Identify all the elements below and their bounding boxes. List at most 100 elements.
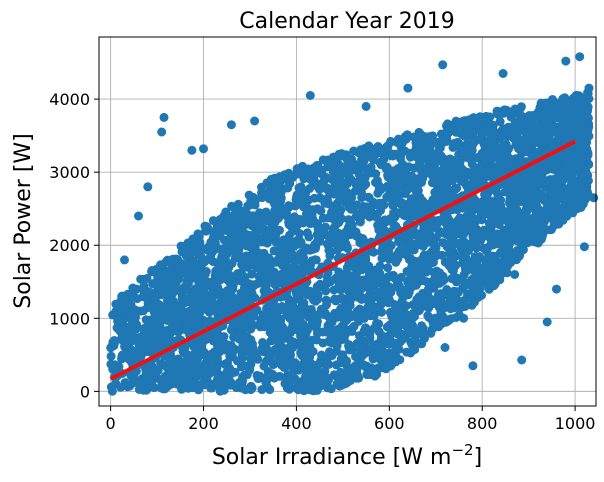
scatter-point: [354, 331, 364, 341]
scatter-point: [213, 283, 223, 293]
scatter-point: [294, 312, 304, 322]
scatter-point: [194, 231, 204, 241]
scatter-point: [131, 313, 140, 322]
scatter-point: [172, 378, 182, 388]
scatter-point: [138, 284, 148, 294]
scatter-point: [340, 184, 350, 194]
scatter-point: [191, 284, 201, 294]
scatter-point: [169, 308, 179, 318]
scatter-point: [216, 309, 226, 319]
scatter-point: [342, 242, 352, 251]
scatter-point: [380, 332, 390, 342]
scatter-point: [471, 229, 481, 239]
scatter-point: [245, 364, 255, 374]
scatter-point: [568, 100, 578, 110]
scatter-point: [546, 175, 556, 185]
scatter-point: [435, 143, 445, 153]
scatter-point: [258, 338, 268, 347]
scatter-point: [256, 317, 265, 327]
scatter-point: [106, 351, 116, 361]
scatter-point: [411, 280, 421, 290]
scatter-point: [451, 163, 461, 173]
scatter-point: [281, 304, 291, 314]
scatter-point: [227, 259, 237, 268]
scatter-point: [265, 300, 275, 310]
scatter-point: [451, 292, 461, 302]
scatter-point: [539, 123, 549, 133]
scatter-point: [237, 350, 247, 360]
scatter-point: [185, 248, 195, 258]
scatter-point: [501, 140, 511, 149]
scatter-point: [527, 111, 537, 121]
scatter-point: [258, 262, 268, 272]
scatter-point: [475, 289, 485, 299]
scatter-point: [561, 56, 571, 66]
scatter-point: [196, 271, 206, 280]
scatter-point: [306, 358, 316, 368]
scatter-point: [383, 141, 393, 151]
scatter-point: [188, 256, 198, 266]
scatter-point: [151, 337, 161, 347]
scatter-point: [446, 304, 456, 314]
scatter-point: [547, 157, 557, 167]
scatter-point: [362, 202, 371, 212]
scatter-point: [312, 328, 322, 338]
scatter-point: [287, 223, 297, 233]
scatter-point: [433, 190, 443, 200]
scatter-point: [469, 113, 479, 123]
scatter-point: [269, 318, 279, 328]
scatter-point: [584, 83, 594, 93]
scatter-point: [431, 250, 441, 259]
scatter-point: [346, 204, 356, 214]
scatter-point: [164, 258, 174, 268]
scatter-point: [295, 229, 305, 238]
scatter-point: [440, 343, 450, 352]
scatter-point: [301, 289, 311, 299]
scatter-point: [308, 347, 318, 357]
scatter-point: [428, 319, 438, 328]
scatter-point: [316, 169, 326, 179]
scatter-point: [163, 285, 173, 295]
scatter-point: [405, 176, 415, 186]
scatter-point: [270, 280, 280, 290]
scatter-point: [537, 142, 547, 151]
scatter-point: [513, 184, 523, 194]
scatter-point: [262, 372, 272, 382]
scatter-point: [155, 322, 165, 332]
scatter-point: [416, 166, 426, 176]
scatter-point: [129, 333, 139, 343]
scatter-point: [536, 163, 546, 173]
scatter-point: [165, 327, 174, 337]
scatter-point: [215, 275, 225, 285]
x-axis-label-superscript: −2: [451, 441, 473, 459]
scatter-point: [451, 139, 460, 149]
scatter-point: [408, 312, 418, 322]
scatter-point: [481, 137, 490, 147]
scatter-point: [447, 260, 457, 270]
scatter-point: [249, 280, 259, 290]
scatter-point: [273, 256, 283, 265]
scatter-point: [517, 355, 527, 365]
scatter-point: [299, 298, 309, 308]
scatter-point: [463, 221, 473, 230]
scatter-point: [354, 316, 364, 326]
scatter-point: [250, 116, 260, 126]
scatter-point: [238, 222, 248, 232]
scatter-point: [352, 267, 362, 277]
scatter-point: [394, 281, 404, 291]
scatter-point: [378, 351, 388, 361]
scatter-point: [252, 219, 262, 229]
scatter-point: [194, 384, 203, 394]
scatter-point: [147, 267, 157, 277]
scatter-point: [361, 101, 371, 111]
scatter-point: [398, 159, 407, 169]
scatter-point: [443, 213, 453, 223]
scatter-point: [371, 200, 380, 210]
scatter-point: [306, 304, 316, 314]
scatter-point: [423, 219, 433, 229]
scatter-point: [206, 292, 216, 302]
scatter-point: [308, 291, 318, 301]
scatter-point: [132, 323, 142, 333]
scatter-point: [518, 126, 528, 135]
scatter-point: [310, 368, 320, 378]
